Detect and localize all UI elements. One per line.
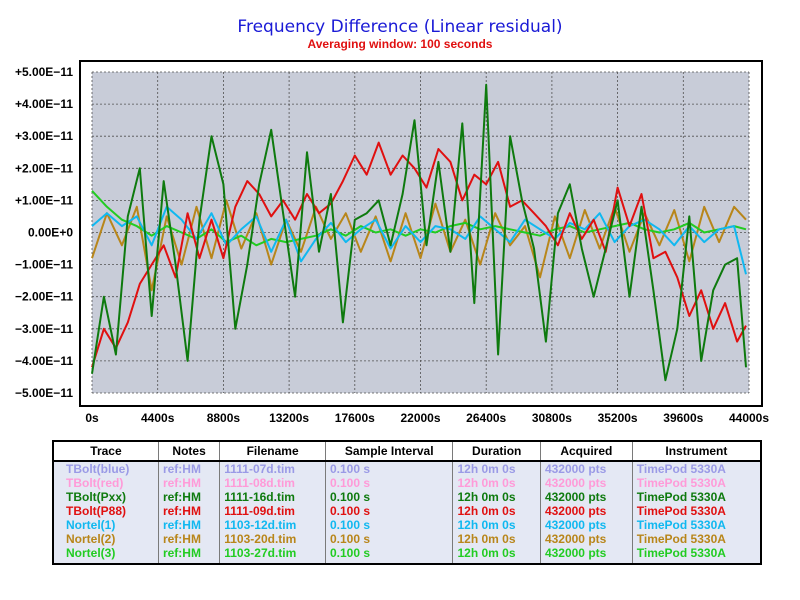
legend-cell: 0.100 s bbox=[324, 546, 454, 564]
legend-cell: 432000 pts bbox=[539, 490, 633, 504]
legend-cell: TBolt(red) bbox=[52, 476, 159, 490]
series-line-tbolt-pxx bbox=[91, 83, 747, 382]
x-tick-label: 26400s bbox=[466, 411, 506, 425]
x-tick-label: 8800s bbox=[207, 411, 241, 425]
legend-cell: 1111-07d.tim bbox=[219, 461, 326, 476]
legend-body: TBolt(blue) ref:HM 1111-07d.tim 0.100 s 12h … bbox=[52, 461, 762, 564]
legend-header-notes: Notes bbox=[157, 440, 221, 462]
legend-cell: ref:HM bbox=[157, 490, 221, 504]
series-layer bbox=[91, 83, 747, 382]
x-axis-ticks: 0s 4400s 8800s 13200s 17600s 22000s 26400s 3080… bbox=[85, 411, 769, 425]
legend-cell: TimePod 5330A bbox=[631, 518, 762, 532]
legend-cell: 12h 0m 0s bbox=[452, 532, 541, 546]
x-tick-label: 4400s bbox=[141, 411, 175, 425]
legend-cell: Nortel(1) bbox=[52, 518, 159, 532]
legend-cell: ref:HM bbox=[157, 546, 221, 564]
legend-cell: Nortel(2) bbox=[52, 532, 159, 546]
legend-row: TBolt(Pxx) ref:HM 1111-16d.tim 0.100 s 12h 0… bbox=[52, 490, 762, 504]
x-tick-label: 13200s bbox=[269, 411, 309, 425]
legend-cell: TimePod 5330A bbox=[631, 490, 762, 504]
legend-cell: 1111-08d.tim bbox=[219, 476, 326, 490]
legend-cell: 12h 0m 0s bbox=[452, 504, 541, 518]
legend-cell: TBolt(P88) bbox=[52, 504, 159, 518]
legend-cell: TimePod 5330A bbox=[631, 476, 762, 490]
legend-cell: ref:HM bbox=[157, 476, 221, 490]
legend-cell: 12h 0m 0s bbox=[452, 490, 541, 504]
legend-cell: 0.100 s bbox=[324, 476, 454, 490]
legend-cell: 1111-09d.tim bbox=[219, 504, 326, 518]
legend-header-sample-interval: Sample Interval bbox=[324, 440, 454, 462]
y-tick-label: +2.00E−11 bbox=[15, 161, 73, 175]
legend-cell: 1103-27d.tim bbox=[219, 546, 326, 564]
legend-header-duration: Duration bbox=[452, 440, 541, 462]
legend-cell: 12h 0m 0s bbox=[452, 461, 541, 476]
x-tick-label: 22000s bbox=[400, 411, 440, 425]
x-tick-label: 0s bbox=[85, 411, 99, 425]
legend-cell: 432000 pts bbox=[539, 518, 633, 532]
legend-cell: 1111-16d.tim bbox=[219, 490, 326, 504]
y-tick-label: −4.00E−11 bbox=[15, 354, 73, 368]
legend-cell: 1103-20d.tim bbox=[219, 532, 326, 546]
x-tick-label: 30800s bbox=[532, 411, 572, 425]
legend-cell: ref:HM bbox=[157, 504, 221, 518]
legend-cell: TBolt(blue) bbox=[52, 461, 159, 476]
y-tick-label: +1.00E−11 bbox=[15, 193, 73, 207]
chart-subtitle: Averaging window: 100 seconds bbox=[307, 37, 493, 51]
line-chart: +5.00E−11 +4.00E−11 +3.00E−11 +2.00E−11 +1.0… bbox=[15, 60, 769, 425]
legend-cell: 0.100 s bbox=[324, 490, 454, 504]
legend-cell: 1103-12d.tim bbox=[219, 518, 326, 532]
legend-row: TBolt(P88) ref:HM 1111-09d.tim 0.100 s 12h 0… bbox=[52, 504, 762, 518]
legend-cell: Nortel(3) bbox=[52, 546, 159, 564]
legend-table: Trace Notes Filename Sample Interval Dur… bbox=[52, 440, 762, 565]
y-tick-label: −3.00E−11 bbox=[15, 322, 73, 336]
chart-title: Frequency Difference (Linear residual) bbox=[237, 17, 563, 37]
x-tick-label: 35200s bbox=[598, 411, 638, 425]
legend-row: TBolt(red) ref:HM 1111-08d.tim 0.100 s 12h 0… bbox=[52, 476, 762, 490]
y-tick-label: 0.00E+0 bbox=[28, 226, 73, 240]
y-tick-label: −2.00E−11 bbox=[15, 290, 73, 304]
legend-cell: TimePod 5330A bbox=[631, 532, 762, 546]
legend-cell: 0.100 s bbox=[324, 532, 454, 546]
legend-header-filename: Filename bbox=[219, 440, 326, 462]
legend-cell: 12h 0m 0s bbox=[452, 476, 541, 490]
legend-cell: 12h 0m 0s bbox=[452, 518, 541, 532]
legend-cell: TimePod 5330A bbox=[631, 504, 762, 518]
legend-cell: ref:HM bbox=[157, 532, 221, 546]
legend-cell: 432000 pts bbox=[539, 461, 633, 476]
legend-cell: 432000 pts bbox=[539, 476, 633, 490]
legend-cell: 0.100 s bbox=[324, 461, 454, 476]
legend-header-trace: Trace bbox=[52, 440, 159, 462]
legend-row: Nortel(1) ref:HM 1103-12d.tim 0.100 s 12h 0m… bbox=[52, 518, 762, 532]
legend-row: Nortel(3) ref:HM 1103-27d.tim 0.100 s 12h 0m… bbox=[52, 546, 762, 564]
x-tick-label: 39600s bbox=[663, 411, 703, 425]
legend-cell: ref:HM bbox=[157, 518, 221, 532]
legend-row: TBolt(blue) ref:HM 1111-07d.tim 0.100 s 12h … bbox=[52, 461, 762, 476]
legend-cell: TimePod 5330A bbox=[631, 546, 762, 564]
legend-cell: 432000 pts bbox=[539, 504, 633, 518]
legend-header-acquired: Acquired bbox=[539, 440, 633, 462]
y-tick-label: +5.00E−11 bbox=[15, 65, 73, 79]
legend-cell: TBolt(Pxx) bbox=[52, 490, 159, 504]
legend-cell: 432000 pts bbox=[539, 546, 633, 564]
legend-cell: ref:HM bbox=[157, 461, 221, 476]
legend-cell: 0.100 s bbox=[324, 504, 454, 518]
legend-header-instrument: Instrument bbox=[631, 440, 762, 462]
x-tick-label: 44000s bbox=[729, 411, 769, 425]
y-tick-label: −1.00E−11 bbox=[15, 258, 73, 272]
legend-cell: 432000 pts bbox=[539, 532, 633, 546]
legend-row: Nortel(2) ref:HM 1103-20d.tim 0.100 s 12h 0m… bbox=[52, 532, 762, 546]
legend-cell: 0.100 s bbox=[324, 518, 454, 532]
legend-cell: TimePod 5330A bbox=[631, 461, 762, 476]
y-tick-label: −5.00E−11 bbox=[15, 386, 73, 400]
x-tick-label: 17600s bbox=[335, 411, 375, 425]
legend-cell: 12h 0m 0s bbox=[452, 546, 541, 564]
legend-header-row: Trace Notes Filename Sample Interval Dur… bbox=[52, 440, 762, 462]
y-tick-label: +4.00E−11 bbox=[15, 97, 73, 111]
y-axis-ticks: +5.00E−11 +4.00E−11 +3.00E−11 +2.00E−11 +1.0… bbox=[15, 65, 73, 400]
y-tick-label: +3.00E−11 bbox=[15, 129, 73, 143]
